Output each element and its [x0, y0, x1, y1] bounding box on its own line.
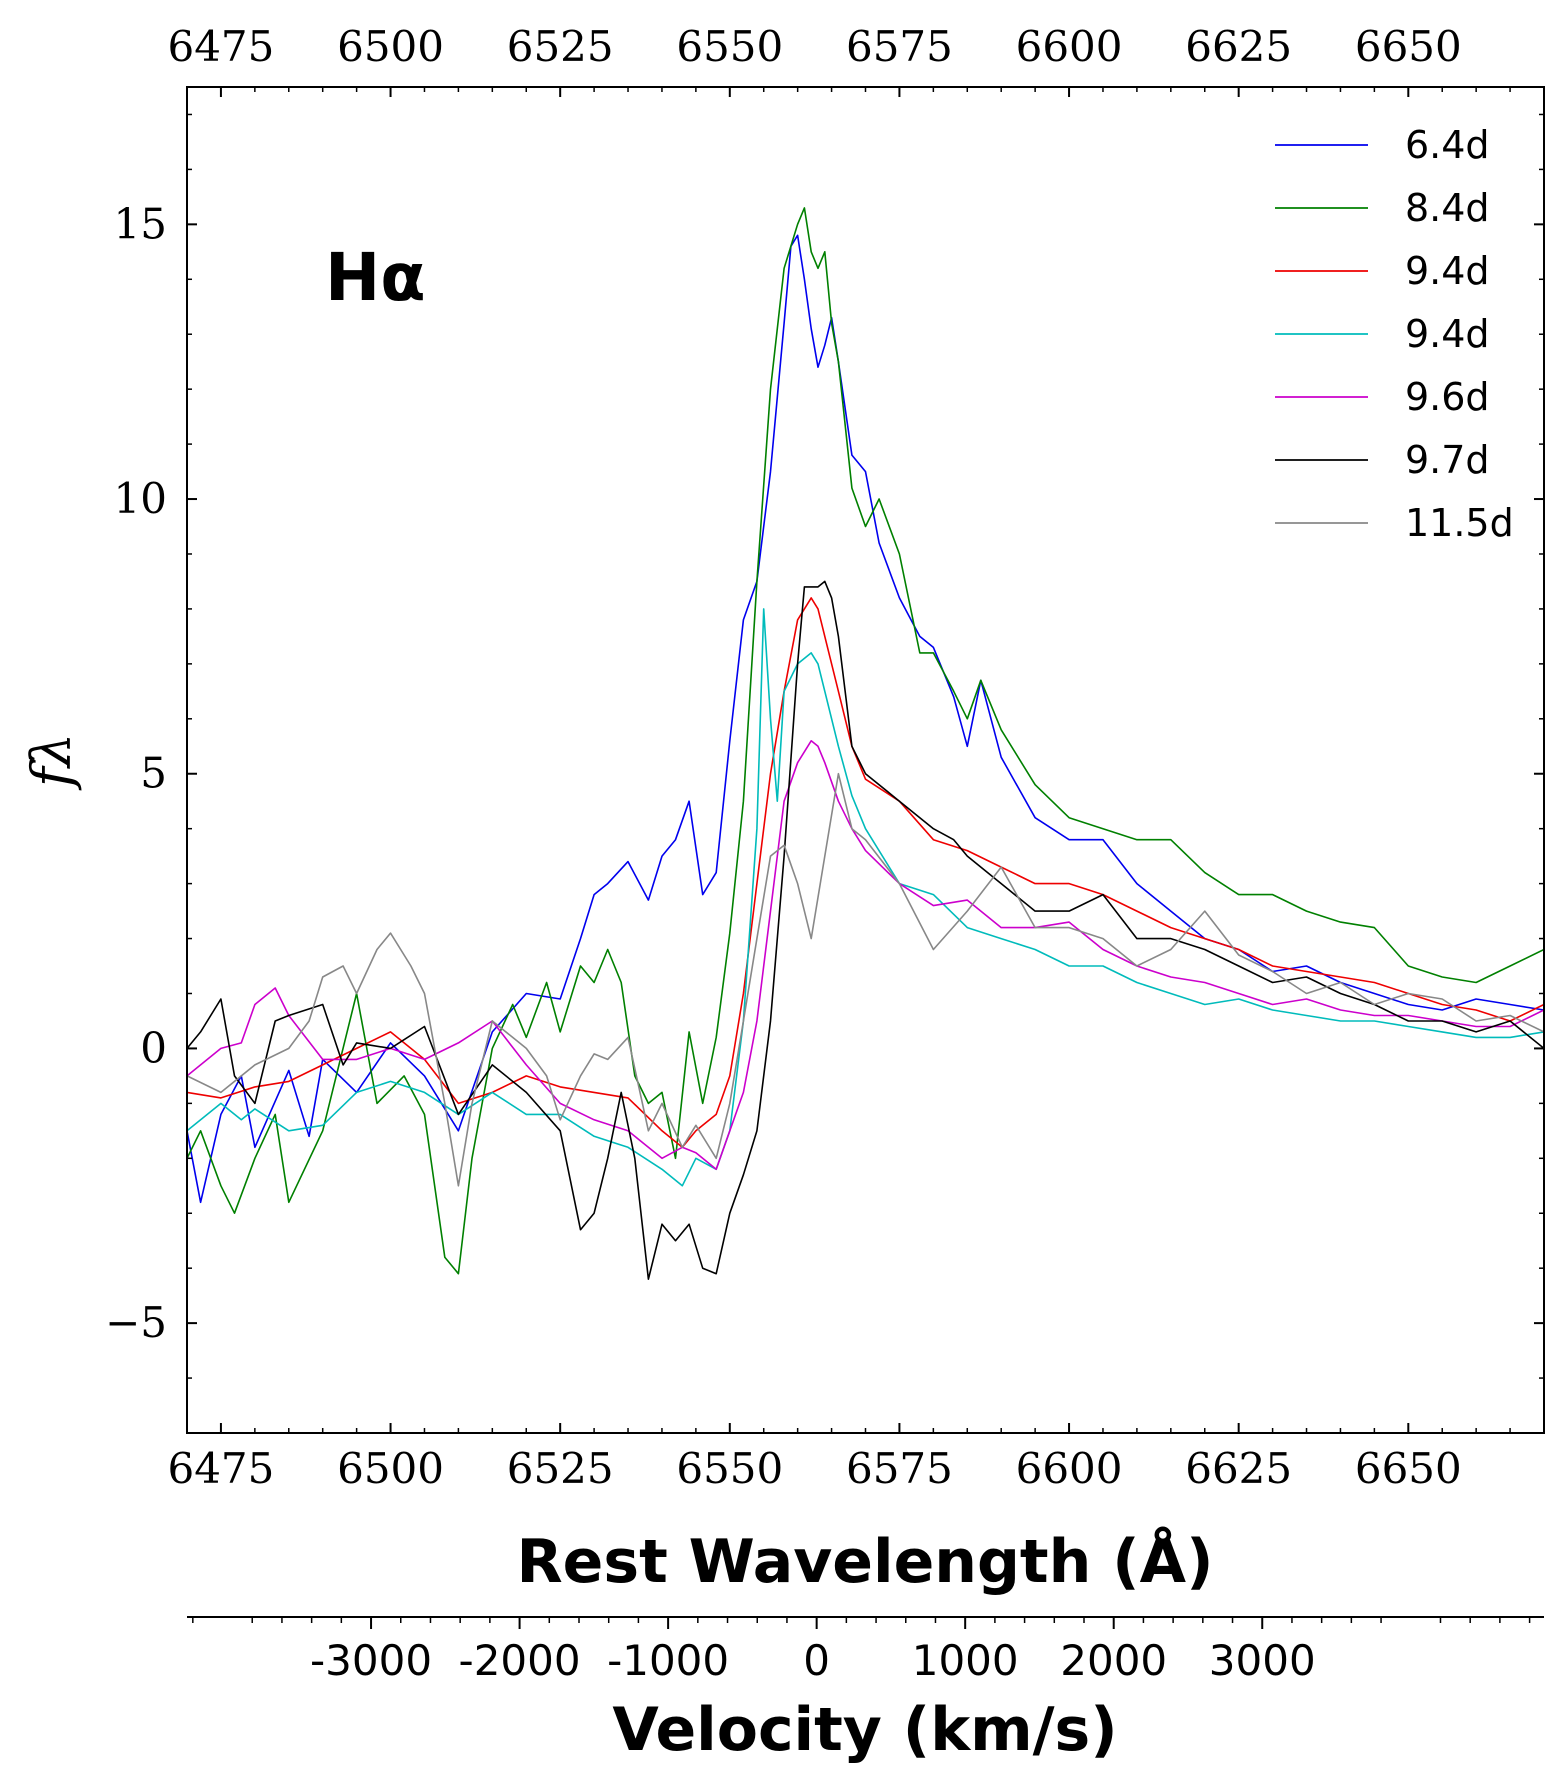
y-tick-label: 15 [114, 199, 167, 248]
x-tick-label-top: 6600 [1016, 22, 1123, 71]
series-line-2 [187, 207, 1544, 1275]
velocity-tick-label: 0 [803, 1636, 830, 1685]
x-tick-label-bottom: 6525 [507, 1444, 614, 1493]
velocity-tick-label: 2000 [1060, 1636, 1167, 1685]
series-line-3 [187, 597, 1544, 1149]
legend-label-6: 9.7d [1405, 438, 1490, 482]
y-axis-label: fλ [20, 733, 83, 791]
legend-label-4: 9.4d [1405, 312, 1490, 356]
x-tick-label-bottom: 6500 [337, 1444, 444, 1493]
axis-ticks [186, 87, 1545, 1434]
legend: 6.4d 8.4d 9.4d 9.4d 9.6d 9.7d 11.5d [1275, 123, 1514, 545]
velocity-tick-label: -3000 [310, 1636, 432, 1685]
velocity-tick-label: -1000 [607, 1636, 729, 1685]
y-tick-label: 5 [140, 749, 167, 798]
x-tick-label-top: 6625 [1185, 22, 1292, 71]
line-annotation: Hα [325, 239, 426, 316]
x-tick-label-top: 6500 [337, 22, 444, 71]
y-tick-label: −5 [105, 1298, 167, 1347]
velocity-tick-label: 3000 [1209, 1636, 1316, 1685]
legend-label-7: 11.5d [1405, 501, 1514, 545]
x-tick-label-top: 6475 [167, 22, 274, 71]
x-tick-label-top: 6650 [1355, 22, 1462, 71]
y-tick-label: 0 [140, 1023, 167, 1072]
legend-label-3: 9.4d [1405, 249, 1490, 293]
x-tick-label-bottom: 6475 [167, 1444, 274, 1493]
velocity-tick-label: 1000 [912, 1636, 1019, 1685]
series-line-7 [187, 772, 1544, 1187]
velocity-axis: -3000 -2000 -1000 0 1000 2000 3000 [187, 1616, 1544, 1685]
series-line-5 [187, 739, 1544, 1171]
x-tick-label-top: 6550 [676, 22, 783, 71]
x-tick-label-top: 6575 [846, 22, 953, 71]
legend-label-5: 9.6d [1405, 375, 1490, 419]
series-lines [187, 207, 1544, 1280]
x-axis-label: Rest Wavelength (Å) [516, 1526, 1213, 1597]
x-tick-label-bottom: 6575 [846, 1444, 953, 1493]
legend-label-2: 8.4d [1405, 186, 1490, 230]
y-tick-label: 10 [114, 474, 167, 523]
velocity-axis-label: Velocity (km/s) [612, 1695, 1117, 1765]
axis-tick-labels: 6475 6475 6500 6500 6525 6525 6550 6550 6575 6575… [105, 22, 1462, 1493]
x-tick-label-bottom: 6625 [1185, 1444, 1292, 1493]
x-tick-label-bottom: 6600 [1016, 1444, 1123, 1493]
x-tick-label-bottom: 6650 [1355, 1444, 1462, 1493]
series-line-6 [187, 580, 1544, 1280]
legend-label-1: 6.4d [1405, 123, 1490, 167]
x-tick-label-bottom: 6550 [676, 1444, 783, 1493]
plot-area [187, 87, 1544, 1433]
velocity-tick-label: -2000 [459, 1636, 581, 1685]
x-tick-label-top: 6525 [507, 22, 614, 71]
